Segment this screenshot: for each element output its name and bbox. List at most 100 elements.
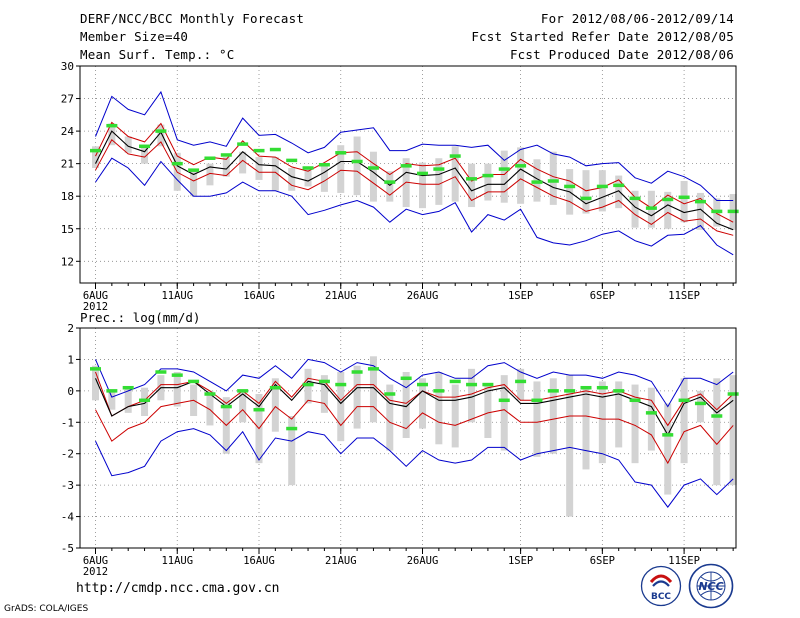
temp-xtick-label: 16AUG xyxy=(243,290,275,302)
temp-ensemble-box xyxy=(108,123,116,146)
prec-ensemble-box xyxy=(435,372,443,445)
temp-observed-mark xyxy=(155,129,167,133)
prec-observed-mark xyxy=(417,382,428,387)
prec-ensemble-box xyxy=(696,390,704,423)
prec-observed-mark xyxy=(400,376,412,381)
temp-xtick-label: 11AUG xyxy=(161,290,193,302)
temp-ensemble-box xyxy=(141,146,149,164)
ncc-logo-text: NCC xyxy=(698,580,723,593)
prec-ensemble-box xyxy=(337,372,345,442)
prec-ensemble-box xyxy=(647,387,655,451)
temp-xtick-label: 11SEP xyxy=(668,290,700,302)
temp-ensemble-box xyxy=(468,163,476,208)
prec-ensemble-box xyxy=(631,384,639,464)
temp-ensemble-box xyxy=(435,158,443,205)
prec-ytick-label: -2 xyxy=(61,448,74,461)
prec-observed-mark xyxy=(204,392,216,396)
temp-ensemble-box xyxy=(255,157,263,180)
temp-ensemble-box xyxy=(419,162,426,209)
grads-credit: GrADS: COLA/IGES xyxy=(4,604,89,614)
prec-ensemble-box xyxy=(680,378,688,464)
prec-observed-mark xyxy=(90,367,101,371)
prec-xtick-label: 1SEP xyxy=(508,555,533,567)
temp-observed-mark xyxy=(466,177,478,181)
prec-observed-mark xyxy=(645,411,657,415)
temp-series-max-line xyxy=(95,90,734,201)
temp-ensemble-box xyxy=(337,145,345,193)
prec-ensemble-box xyxy=(402,372,410,438)
temp-plot-frame xyxy=(79,65,737,284)
temp-ensemble-box xyxy=(582,170,590,214)
prec-xtick-label: 21AUG xyxy=(325,555,357,567)
temp-series-lower-line xyxy=(95,139,734,236)
prec-observed-mark xyxy=(694,401,706,406)
temp-observed-mark xyxy=(106,123,118,128)
prec-ensemble-box xyxy=(615,381,623,448)
prec-ensemble-box xyxy=(713,378,721,486)
prec-observed-mark xyxy=(351,370,363,374)
temp-xtick-label: 26AUG xyxy=(407,290,439,302)
temp-series-min-line xyxy=(95,157,734,256)
temp-observed-mark xyxy=(139,144,151,149)
prec-panel-title: Prec.: log(mm/d) xyxy=(80,310,200,325)
prec-plot-frame xyxy=(79,327,737,549)
temp-ensemble-box xyxy=(271,157,279,191)
temp-observed-mark xyxy=(400,164,412,168)
temp-observed-mark xyxy=(694,199,706,204)
prec-observed-mark xyxy=(335,382,347,387)
temp-observed-mark xyxy=(727,209,739,214)
prec-xtick-label: 11SEP xyxy=(668,555,700,567)
prec-ensemble-box xyxy=(451,384,459,448)
prec-series-max-line xyxy=(95,358,734,408)
fcst-started-label: Fcst Started Refer Date 2012/08/05 xyxy=(471,29,734,44)
temp-observed-mark xyxy=(318,162,330,167)
prec-observed-mark xyxy=(188,379,200,384)
prec-observed-mark xyxy=(139,398,151,403)
prec-ensemble-box xyxy=(468,368,476,423)
prec-observed-mark xyxy=(515,379,527,384)
prec-observed-mark xyxy=(367,367,379,371)
temp-observed-mark xyxy=(351,159,363,164)
prec-observed-mark xyxy=(171,373,183,377)
prec-series-min-line xyxy=(95,428,734,508)
prec-observed-mark xyxy=(580,385,592,390)
prec-observed-mark xyxy=(596,385,608,390)
prec-ensemble-box xyxy=(239,390,247,423)
prec-ensemble-box xyxy=(582,387,590,470)
temp-ensemble-box xyxy=(598,170,606,212)
prec-xtick-label: 26AUG xyxy=(407,555,439,567)
temp-ensemble-box xyxy=(517,147,525,204)
temp-ensemble-box xyxy=(206,163,214,186)
prec-ensemble-box xyxy=(549,378,557,454)
temp-ensemble-box xyxy=(631,190,639,228)
prec-ensemble-box xyxy=(566,375,574,517)
prec-ytick-label: 0 xyxy=(67,385,74,398)
temp-observed-mark xyxy=(711,209,723,214)
prec-observed-mark xyxy=(482,382,494,387)
temp-ensemble-box xyxy=(190,171,198,197)
prec-series-lower-line xyxy=(95,399,734,465)
prec-xtick-label: 16AUG xyxy=(243,555,275,567)
prec-observed-mark xyxy=(155,370,167,374)
temp-xtick-label: 21AUG xyxy=(325,290,357,302)
temp-ensemble-box xyxy=(451,146,459,202)
prec-observed-mark xyxy=(286,426,298,431)
temp-observed-mark xyxy=(449,154,461,158)
prec-xtick-label: 6SEP xyxy=(590,555,615,567)
prec-ensemble-box xyxy=(369,356,377,423)
prec-ensemble-box xyxy=(517,368,525,401)
chart-title: DERF/NCC/BCC Monthly Forecast xyxy=(80,11,305,26)
prec-ytick-label: 2 xyxy=(67,322,74,335)
website-url[interactable]: http://cmdp.ncc.cma.gov.cn xyxy=(76,581,280,596)
prec-observed-mark xyxy=(727,392,739,396)
prec-ensemble-box xyxy=(288,416,296,486)
temp-observed-mark xyxy=(482,173,494,178)
temp-ensemble-box xyxy=(549,151,557,205)
temp-observed-mark xyxy=(580,196,592,201)
prec-observed-mark xyxy=(498,398,510,403)
temp-ytick-label: 15 xyxy=(61,223,74,236)
prec-ensemble-box xyxy=(500,375,508,451)
prec-observed-mark xyxy=(613,389,625,393)
member-size-label: Member Size=40 xyxy=(80,29,189,44)
temp-observed-mark xyxy=(384,180,396,184)
